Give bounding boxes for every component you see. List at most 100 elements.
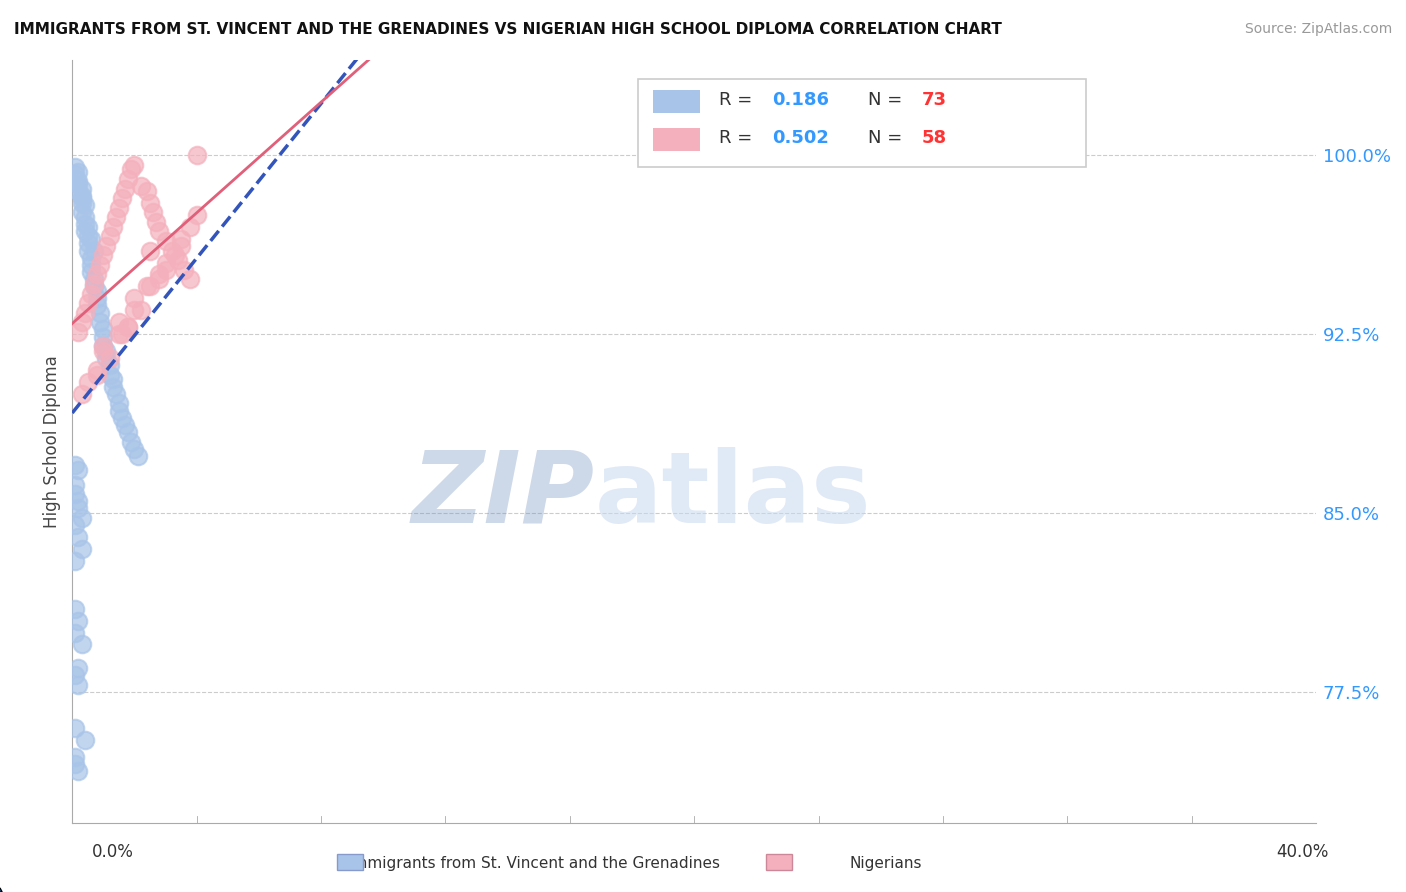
Point: [186, 208, 208, 222]
FancyBboxPatch shape: [638, 78, 1085, 167]
Point: [129, 179, 152, 194]
Point: [73, 224, 96, 238]
Point: [80, 251, 103, 265]
Point: [76, 236, 98, 251]
Point: [145, 215, 167, 229]
Point: [108, 315, 131, 329]
Point: [73, 733, 96, 747]
Point: [65, 554, 87, 568]
Point: [76, 219, 98, 234]
Point: [120, 434, 142, 449]
Point: [124, 442, 146, 456]
Point: [67, 184, 90, 198]
Point: [76, 296, 98, 310]
Point: [83, 244, 105, 258]
Point: [80, 286, 103, 301]
Point: [139, 195, 162, 210]
Point: [86, 363, 108, 377]
Point: [179, 219, 201, 234]
Point: [67, 501, 90, 516]
Point: [111, 327, 134, 342]
Text: 0.0%: 0.0%: [91, 843, 134, 861]
Point: [65, 477, 87, 491]
Point: [83, 279, 105, 293]
Point: [65, 756, 87, 771]
Point: [155, 255, 177, 269]
Point: [70, 188, 93, 202]
Point: [163, 248, 186, 262]
Point: [170, 232, 193, 246]
Point: [160, 244, 183, 258]
Point: [67, 174, 90, 188]
Point: [67, 325, 90, 339]
Point: [65, 160, 87, 174]
Point: [98, 368, 121, 382]
Point: [117, 425, 139, 439]
Text: Immigrants from St. Vincent and the Grenadines: Immigrants from St. Vincent and the Gren…: [349, 856, 720, 871]
Point: [65, 518, 87, 533]
Text: N =: N =: [869, 129, 908, 147]
Point: [148, 268, 170, 282]
Point: [111, 410, 134, 425]
Point: [67, 678, 90, 692]
Text: atlas: atlas: [595, 447, 872, 543]
Text: 40.0%: 40.0%: [1277, 843, 1329, 861]
Point: [108, 396, 131, 410]
Point: [89, 258, 111, 272]
Point: [67, 530, 90, 544]
Point: [80, 258, 103, 272]
Point: [89, 305, 111, 319]
Point: [148, 272, 170, 286]
Point: [65, 668, 87, 682]
Point: [101, 219, 124, 234]
Point: [170, 239, 193, 253]
Point: [142, 205, 165, 219]
Point: [80, 265, 103, 279]
Point: [76, 229, 98, 244]
Point: [70, 511, 93, 525]
Point: [114, 417, 136, 432]
Point: [73, 305, 96, 319]
Point: [91, 339, 114, 353]
Point: [167, 253, 190, 268]
Point: [70, 191, 93, 205]
Point: [70, 386, 93, 401]
Point: [155, 262, 177, 277]
Point: [96, 239, 118, 253]
Point: [70, 205, 93, 219]
Text: 73: 73: [922, 91, 946, 109]
Point: [124, 291, 146, 305]
Point: [73, 210, 96, 224]
Point: [70, 315, 93, 329]
Point: [98, 229, 121, 244]
Point: [65, 172, 87, 186]
Point: [65, 487, 87, 501]
Point: [73, 198, 96, 212]
Text: R =: R =: [718, 91, 758, 109]
Text: R =: R =: [718, 129, 758, 147]
Text: 0.186: 0.186: [772, 91, 830, 109]
Point: [70, 637, 93, 651]
Point: [86, 284, 108, 298]
Point: [139, 244, 162, 258]
Point: [76, 244, 98, 258]
Point: [117, 320, 139, 334]
Bar: [654, 128, 700, 152]
Point: [111, 191, 134, 205]
Point: [155, 234, 177, 248]
Bar: [654, 90, 700, 113]
Text: 58: 58: [922, 129, 946, 147]
Point: [98, 358, 121, 372]
Point: [67, 165, 90, 179]
Point: [67, 614, 90, 628]
Point: [96, 343, 118, 358]
Point: [117, 172, 139, 186]
Point: [86, 298, 108, 312]
Point: [179, 272, 201, 286]
Point: [91, 339, 114, 353]
Point: [120, 162, 142, 177]
Point: [104, 386, 127, 401]
Point: [127, 449, 149, 463]
Point: [91, 343, 114, 358]
Text: N =: N =: [869, 91, 908, 109]
